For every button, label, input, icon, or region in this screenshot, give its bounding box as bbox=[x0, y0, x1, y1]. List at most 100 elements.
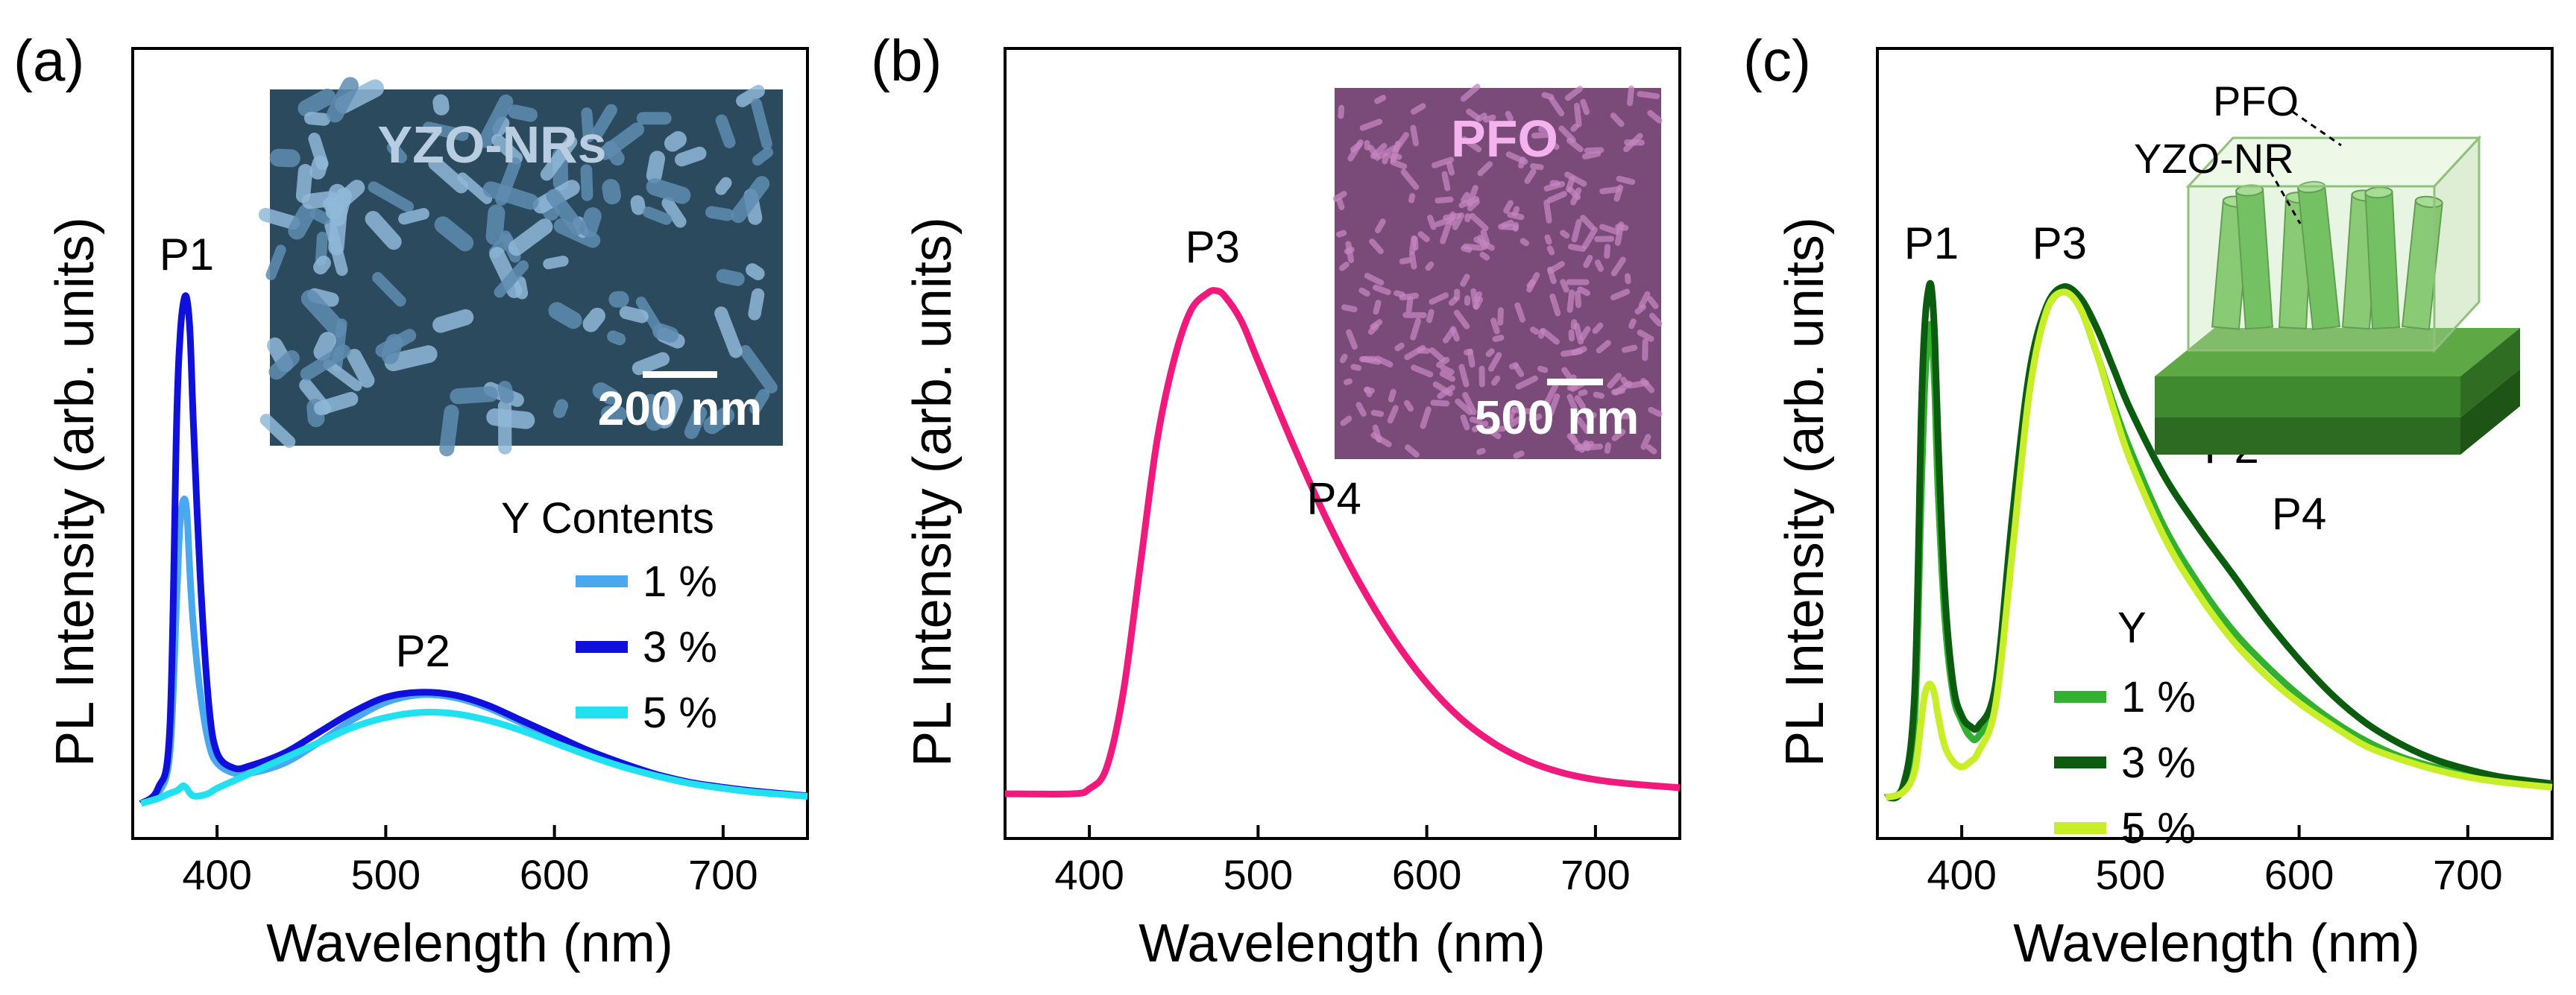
sem-nanorod bbox=[674, 146, 707, 167]
pfo-worm bbox=[1599, 186, 1622, 195]
pfo-worm bbox=[1648, 312, 1663, 327]
panel-b: (b) PL Intensity (arb. units) Wavelength… bbox=[871, 28, 1681, 973]
pfo-worm bbox=[1399, 257, 1412, 265]
pfo-worm bbox=[1581, 151, 1602, 159]
sem-nanorod bbox=[664, 130, 687, 152]
sem-nanorod bbox=[439, 404, 459, 457]
pfo-worm bbox=[1504, 417, 1522, 431]
sem-nanorod bbox=[288, 204, 316, 240]
pfo-worm bbox=[1346, 329, 1358, 350]
device-schematic: PFO YZO-NR bbox=[2134, 78, 2520, 455]
substrate-layer-1-side bbox=[2460, 328, 2520, 417]
panel-a-series bbox=[139, 292, 808, 807]
sem-nanorod bbox=[636, 112, 672, 125]
pfo-worm bbox=[1411, 236, 1419, 251]
legend-a-label-2: 3 % bbox=[643, 623, 717, 672]
pfo-worm bbox=[1546, 266, 1557, 285]
pfo-worm bbox=[1471, 420, 1489, 432]
sem-nanorod bbox=[619, 306, 649, 323]
pfo-worm bbox=[1648, 406, 1663, 417]
pfo-worm bbox=[1372, 284, 1391, 295]
pfo-worm bbox=[1518, 157, 1526, 169]
pfo-worm bbox=[1490, 375, 1501, 386]
pfo-worm bbox=[1546, 191, 1567, 203]
pfo-worm bbox=[1460, 274, 1470, 287]
pfo-worm bbox=[1467, 198, 1480, 212]
pfo-worm bbox=[1470, 288, 1479, 309]
panel-a-tick-label-600: 600 bbox=[520, 851, 589, 898]
pfo-worm bbox=[1585, 411, 1597, 420]
pfo-worm bbox=[1647, 296, 1659, 309]
pfo-worm bbox=[1640, 434, 1651, 450]
panel-c-tick-label-600: 600 bbox=[2264, 851, 2334, 898]
pfo-worm bbox=[1604, 442, 1612, 454]
sem-nanorod bbox=[600, 405, 628, 423]
pfo-worm bbox=[1341, 304, 1358, 313]
pfo-worm bbox=[1477, 161, 1493, 177]
sem-nanorod bbox=[642, 206, 673, 225]
pfo-worm bbox=[1404, 344, 1426, 361]
pfo-worm bbox=[1408, 251, 1417, 270]
pfo-worm bbox=[1370, 409, 1385, 417]
sem-nanorod bbox=[303, 112, 331, 126]
pfo-worm bbox=[1520, 238, 1529, 247]
pfo-worm bbox=[1577, 286, 1590, 297]
panel-b-peak-label-p4: P4 bbox=[1306, 474, 1361, 524]
pfo-worm bbox=[1573, 322, 1584, 345]
pfo-worm bbox=[1344, 378, 1353, 385]
sem-nanorod bbox=[715, 114, 736, 148]
schematic-pointer-yzo-nr bbox=[2269, 171, 2302, 224]
pfo-worm bbox=[1476, 447, 1486, 455]
pfo-worm bbox=[1410, 124, 1420, 147]
pfo-worm bbox=[1503, 200, 1514, 214]
panel-a-letter: (a) bbox=[13, 28, 84, 93]
pfo-worm bbox=[1431, 157, 1455, 168]
sem-nanorod bbox=[313, 391, 359, 416]
pfo-worm bbox=[1647, 110, 1663, 124]
pfo-worm bbox=[1410, 103, 1426, 115]
pfo-inset-label: PFO bbox=[1451, 110, 1558, 168]
legend-c-title: Y bbox=[2117, 604, 2147, 652]
panel-b-frame bbox=[1004, 47, 1681, 840]
sem-nanorod bbox=[295, 164, 313, 203]
sem-nanorod bbox=[486, 408, 535, 429]
pfo-worm bbox=[1426, 215, 1437, 230]
sem-nanorod bbox=[642, 394, 663, 431]
pfo-worm bbox=[1627, 379, 1649, 389]
sem-nanorod bbox=[580, 164, 593, 201]
pfo-worm bbox=[1466, 108, 1481, 121]
sem-nanorod bbox=[543, 255, 569, 270]
pfo-worm bbox=[1592, 322, 1604, 335]
pfo-worm bbox=[1464, 213, 1471, 223]
pfo-worm bbox=[1583, 440, 1591, 452]
pfo-worm bbox=[1615, 224, 1629, 231]
pfo-worm bbox=[1461, 136, 1482, 153]
panel-c-tick-label-700: 700 bbox=[2433, 851, 2502, 898]
legend-a-label-1: 1 % bbox=[643, 557, 717, 606]
pfo-worm bbox=[1593, 391, 1605, 399]
pfo-worm bbox=[1607, 373, 1622, 389]
sem-nanorod bbox=[714, 306, 743, 358]
nanorod bbox=[2401, 195, 2443, 330]
sem-scale-bar-label: 200 nm bbox=[598, 382, 763, 435]
pfo-worm bbox=[1564, 86, 1583, 101]
pfo-box-front bbox=[2187, 185, 2436, 352]
pfo-worm bbox=[1515, 375, 1538, 390]
sem-nanorod bbox=[450, 386, 499, 405]
panel-b-sem-inset: PFO 500 nm bbox=[1332, 83, 1663, 459]
sem-nanorod bbox=[269, 148, 300, 168]
schematic-label-yzo-nr: YZO-NR bbox=[2134, 135, 2294, 182]
pfo-worm bbox=[1339, 262, 1350, 271]
pfo-worm bbox=[1446, 161, 1455, 176]
pfo-worm bbox=[1408, 193, 1416, 203]
pfo-worm bbox=[1642, 338, 1648, 361]
pfo-worm bbox=[1455, 398, 1473, 416]
sem-nanorod bbox=[652, 323, 679, 343]
panel-a-sem-inset: YZO-NRs 200 nm bbox=[258, 77, 783, 457]
pfo-worm bbox=[1580, 215, 1596, 230]
pfo-worm bbox=[1576, 417, 1590, 435]
panel-a-x-ticks: 400 500 600 700 bbox=[182, 825, 758, 898]
pfo-worm bbox=[1548, 393, 1561, 417]
pfo-worm bbox=[1637, 91, 1660, 100]
pfo-worm bbox=[1566, 394, 1579, 415]
